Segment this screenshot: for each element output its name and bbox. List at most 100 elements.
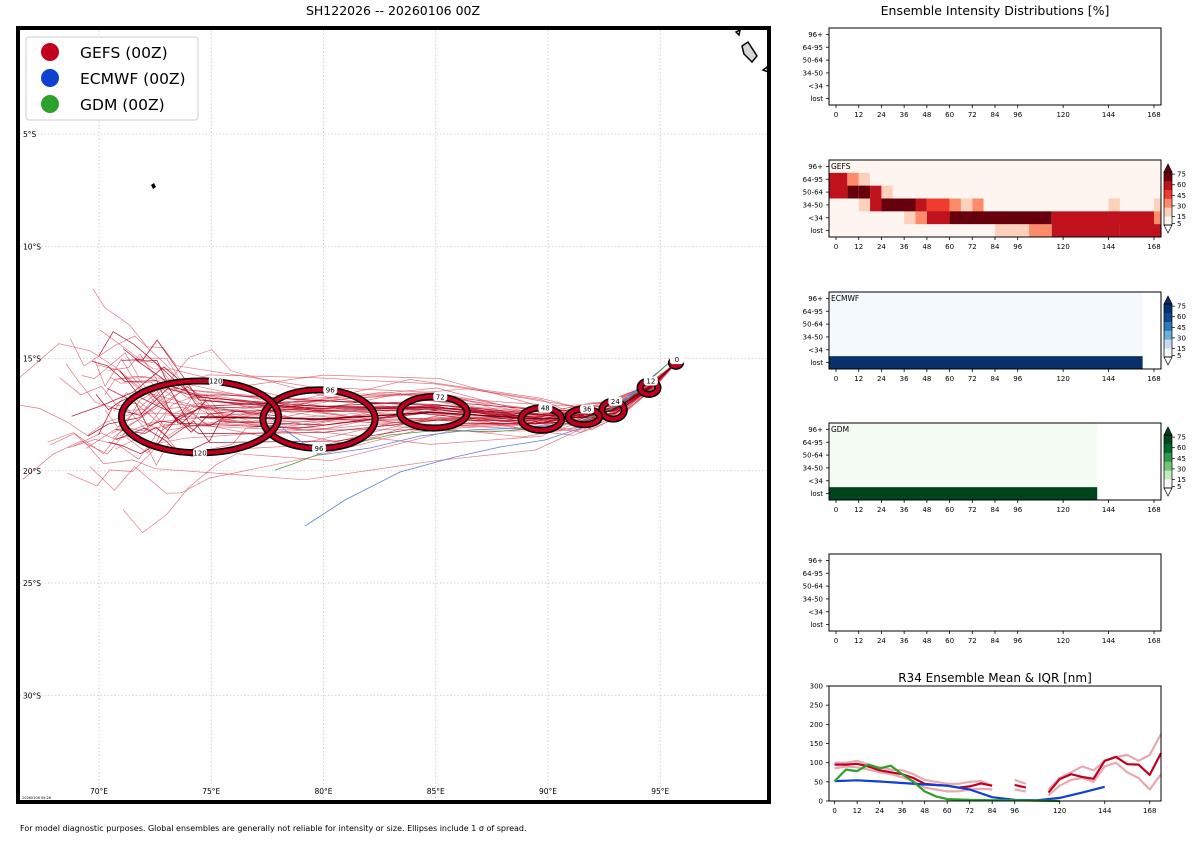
colorbar-tick-label: 60 bbox=[1177, 181, 1186, 189]
legend-label-gdm: GDM (00Z) bbox=[80, 96, 165, 114]
heatmap-cell bbox=[915, 198, 927, 212]
r34-x-tick-label: 48 bbox=[920, 807, 929, 815]
heatmap-cell bbox=[829, 185, 848, 199]
heatmap-cell bbox=[881, 185, 893, 199]
r34-x-tick-label: 96 bbox=[1010, 807, 1019, 815]
forecast-hour-label: 72 bbox=[436, 393, 445, 401]
colorbar-band bbox=[1164, 330, 1172, 340]
intensity-panel-blank-top: 96+ 64-95 50-64 34-50 <34 lost 0 12 24 36 48 60 72 84… bbox=[803, 27, 1162, 119]
heatmap-cell bbox=[1017, 224, 1030, 238]
forecast-hour-tick-label: 0 bbox=[834, 375, 838, 383]
colorbar-tick-label: 60 bbox=[1177, 444, 1186, 452]
colorbar-tick-label: 75 bbox=[1177, 434, 1186, 442]
hour-label-box bbox=[643, 376, 658, 386]
r34-y-tick-label: 0 bbox=[819, 798, 823, 806]
heatmap-cell bbox=[960, 198, 973, 212]
forecast-hour-label: 12 bbox=[646, 378, 655, 386]
heatmap-cell bbox=[829, 317, 1143, 331]
heatmap-cell bbox=[904, 211, 916, 225]
forecast-hour-label: 120 bbox=[193, 449, 206, 457]
island-shape bbox=[741, 40, 758, 64]
intensity-panels: 96+ 64-95 50-64 34-50 <34 lost 0 12 24 36 48 60 72 84… bbox=[803, 27, 1186, 645]
map-title: SH122026 -- 20260106 00Z bbox=[306, 3, 480, 18]
intensity-category-label: lost bbox=[810, 227, 823, 235]
colorbar-band bbox=[1164, 180, 1172, 190]
intensity-category-label: lost bbox=[810, 621, 823, 629]
intensity-category-label: 50-64 bbox=[803, 57, 824, 65]
gefs-member-track bbox=[89, 362, 677, 494]
r34-x-tick-label: 36 bbox=[898, 807, 907, 815]
series-ecmwf-mean bbox=[834, 779, 1105, 802]
forecast-hour-label: 48 bbox=[541, 404, 550, 412]
intensity-category-label: 96+ bbox=[808, 426, 823, 434]
heatmap-cell bbox=[829, 448, 1098, 462]
lon-tick-label: 85°E bbox=[427, 787, 445, 796]
heatmap-cell bbox=[881, 198, 916, 212]
intensity-category-label: <34 bbox=[808, 214, 823, 222]
heatmap-cell bbox=[949, 198, 961, 212]
forecast-hour-tick-label: 96 bbox=[1013, 375, 1022, 383]
heatmap-cell bbox=[829, 224, 995, 238]
forecast-hour-tick-label: 60 bbox=[945, 375, 954, 383]
forecast-hour-tick-label: 96 bbox=[1013, 243, 1022, 251]
heatmap-cell bbox=[829, 292, 1143, 306]
intensity-category-label: 64-95 bbox=[803, 570, 823, 578]
heatmap-cell bbox=[858, 198, 871, 212]
intensity-category-label: 50-64 bbox=[803, 452, 824, 460]
heatmap-cell bbox=[892, 185, 1161, 199]
intensity-category-label: <34 bbox=[808, 346, 823, 354]
colorbar-extend-max bbox=[1163, 426, 1173, 436]
forecast-hour-tick-label: 144 bbox=[1102, 375, 1116, 383]
colorbar-band bbox=[1164, 198, 1172, 208]
r34-x-tick-label: 0 bbox=[832, 807, 836, 815]
heatmap-cell bbox=[995, 224, 1007, 238]
heatmap-cell bbox=[829, 198, 859, 212]
forecast-hour-tick-label: 168 bbox=[1147, 111, 1160, 119]
forecast-hour-tick-label: 120 bbox=[1056, 111, 1069, 119]
forecast-hour-tick-label: 96 bbox=[1013, 637, 1022, 645]
forecast-hour-tick-label: 120 bbox=[1056, 375, 1069, 383]
lat-tick-label: 20°S bbox=[23, 467, 41, 476]
colorbar-frame bbox=[1163, 434, 1173, 489]
forecast-hour-tick-label: 144 bbox=[1102, 637, 1116, 645]
forecast-hour-tick-label: 24 bbox=[877, 111, 886, 119]
hour-label-box bbox=[312, 443, 327, 453]
map-legend: GEFS (00Z) ECMWF (00Z) GDM (00Z) bbox=[25, 36, 199, 121]
forecast-hour-tick-label: 48 bbox=[922, 243, 931, 251]
colorbar-extend-max bbox=[1163, 163, 1173, 173]
forecast-hour-tick-label: 24 bbox=[877, 243, 886, 251]
forecast-hour-tick-label: 84 bbox=[991, 375, 1000, 383]
colorbar-tick-label: 75 bbox=[1177, 171, 1186, 179]
forecast-hour-tick-label: 84 bbox=[991, 506, 1000, 514]
lat-tick-label: 15°S bbox=[23, 355, 41, 364]
forecast-hour-tick-label: 12 bbox=[854, 506, 863, 514]
forecast-hour-tick-label: 24 bbox=[877, 375, 886, 383]
forecast-hour-tick-label: 168 bbox=[1147, 243, 1160, 251]
r34-chart: R34 Ensemble Mean & IQR [nm] 0 50 100 150 200… bbox=[810, 671, 1162, 815]
intensity-category-label: lost bbox=[810, 359, 823, 367]
r34-line-segment bbox=[1014, 783, 1027, 789]
r34-y-tick-label: 100 bbox=[810, 759, 823, 767]
colorbar-tick-label: 45 bbox=[1177, 324, 1186, 332]
r34-line-segment bbox=[1014, 778, 1027, 785]
forecast-hour-tick-label: 48 bbox=[922, 506, 931, 514]
heatmap-cell bbox=[829, 423, 1098, 437]
hour-label-box bbox=[323, 385, 338, 395]
intensity-category-label: 96+ bbox=[808, 31, 823, 39]
forecast-hour-tick-label: 168 bbox=[1147, 375, 1160, 383]
r34-x-tick-label: 24 bbox=[875, 807, 884, 815]
series-gdm-mean bbox=[833, 763, 1060, 803]
forecast-hour-tick-label: 48 bbox=[922, 111, 931, 119]
intensity-category-label: 64-95 bbox=[803, 308, 823, 316]
legend-marker-gdm bbox=[41, 95, 59, 113]
intensity-panel-blank-bottom: 96+ 64-95 50-64 34-50 <34 lost 0 12 24 36 48 60 72 84… bbox=[803, 553, 1162, 645]
intensity-panel-gdm: GDM 96+ 64-95 50-64 34-50 <34 lost 0 12 24 36 48 60 7… bbox=[803, 422, 1186, 514]
spread-ellipses: 0 12 24 36 48 72 96 96 120 120 bbox=[117, 355, 684, 457]
forecast-hour-tick-label: 168 bbox=[1147, 506, 1160, 514]
r34-y-tick-label: 50 bbox=[814, 778, 823, 786]
intensity-category-label: lost bbox=[810, 95, 823, 103]
gefs-member-track bbox=[47, 362, 677, 455]
intensity-category-label: 34-50 bbox=[803, 595, 823, 603]
forecast-hour-tick-label: 36 bbox=[900, 243, 909, 251]
heatmap-cell bbox=[1051, 224, 1075, 238]
